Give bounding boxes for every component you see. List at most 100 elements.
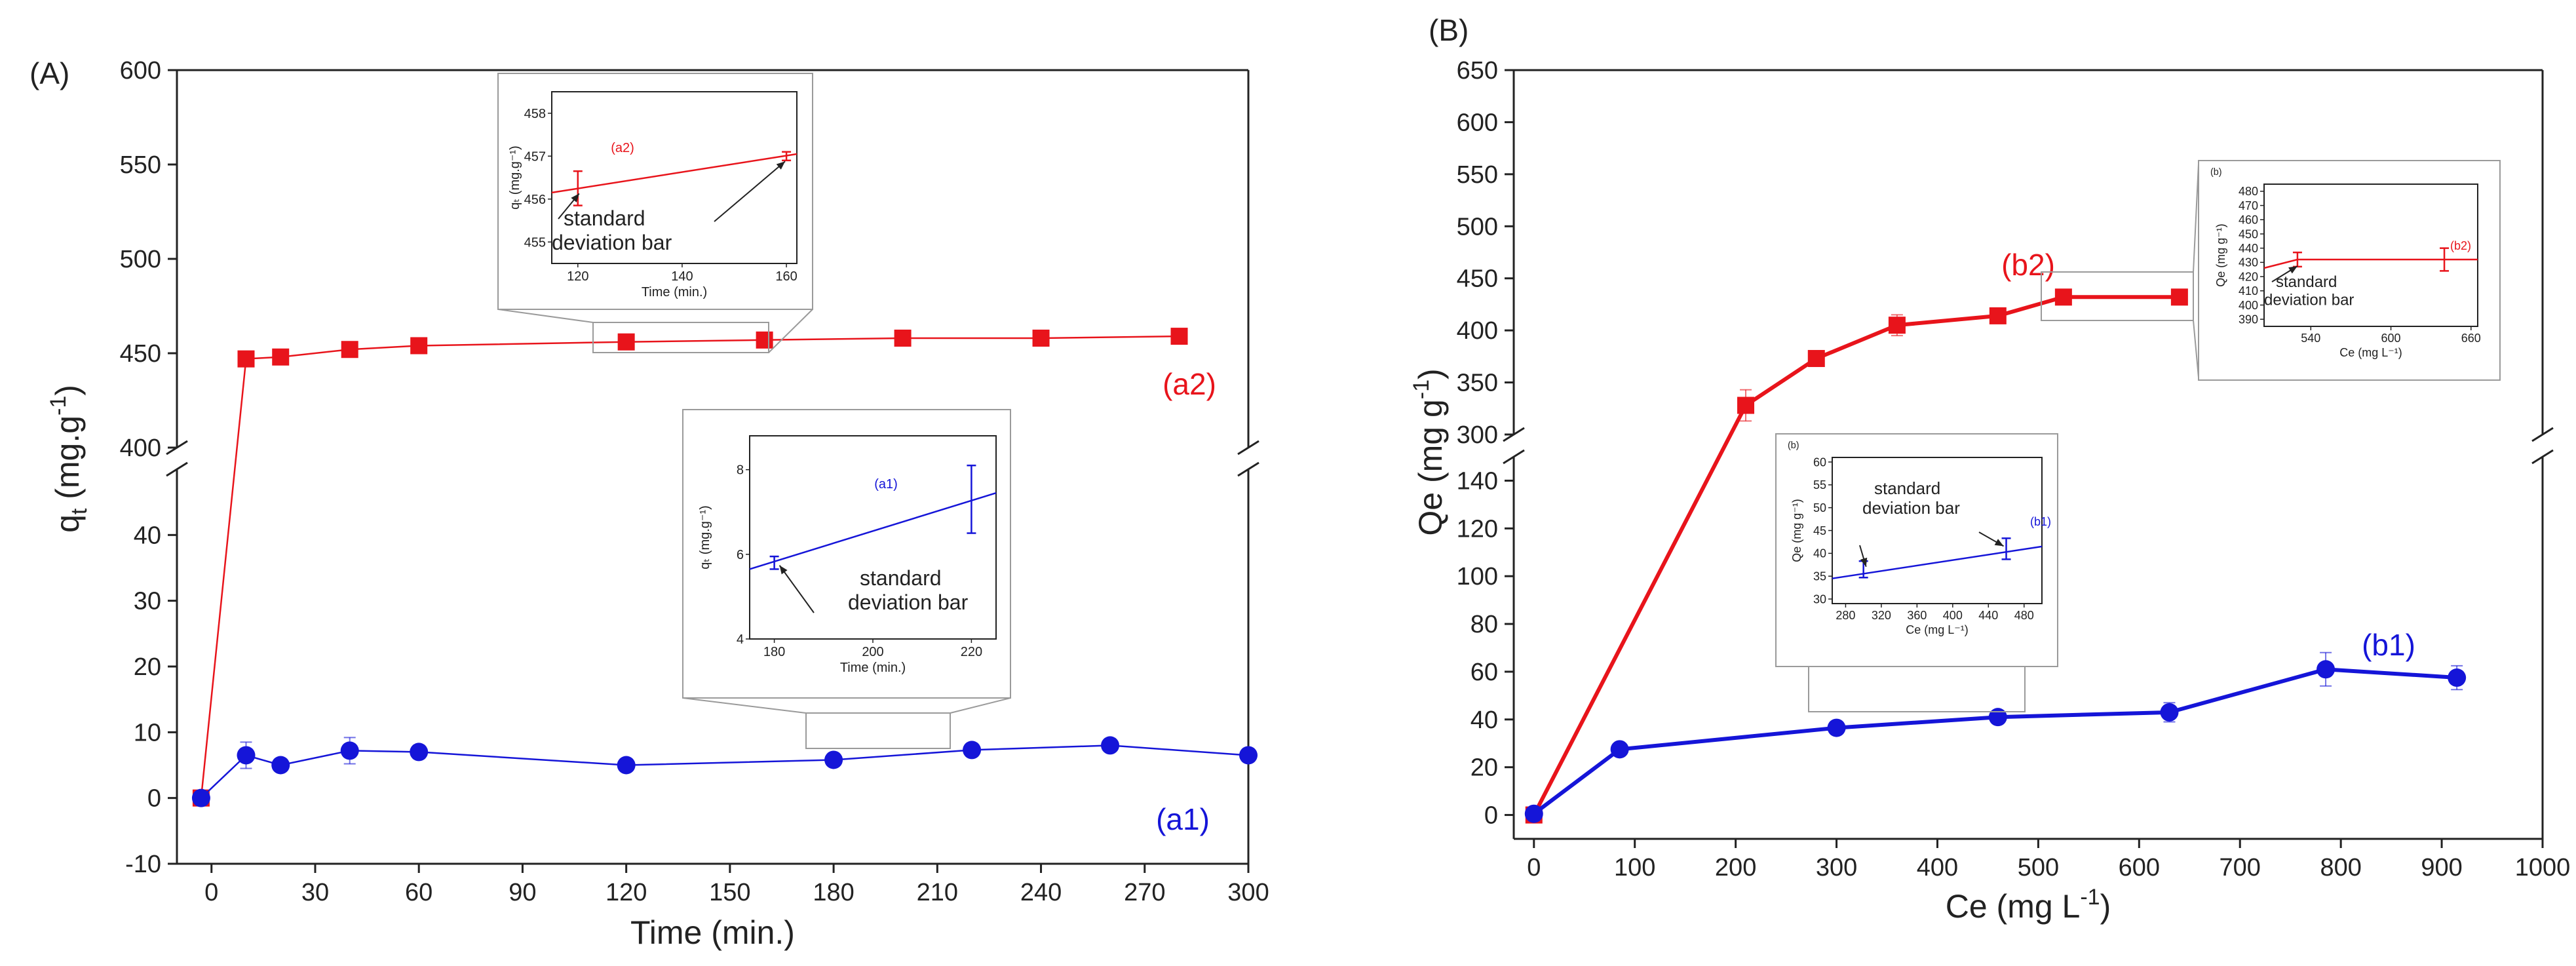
data-point: [1737, 396, 1755, 414]
data-point: [617, 333, 635, 351]
inset-x-tick-label: 120: [567, 269, 588, 284]
annotation-arrow: [779, 565, 815, 613]
data-point: [191, 788, 210, 807]
series-label-b1: (b1): [2362, 628, 2415, 662]
panel-label: (B): [1429, 13, 1469, 47]
y-axis-label: Qe (mg g-1): [1409, 368, 1449, 535]
series-1: [1524, 651, 2467, 823]
inset-y-label: Qe (mg g⁻¹): [1790, 499, 1803, 562]
inset-frame: [682, 409, 1011, 699]
x-tick-label: 120: [606, 879, 647, 906]
inset-y-tick-label: 40: [1813, 547, 1826, 560]
x-tick-label: 700: [2220, 854, 2261, 881]
y-tick-label: 20: [1471, 754, 1498, 782]
y-tick-label: 60: [1471, 659, 1498, 686]
axis-break-mark: [1237, 440, 1259, 455]
data-point: [1827, 718, 1846, 737]
annotation-arrowhead: [1994, 539, 2004, 547]
data-point: [1239, 746, 1258, 765]
zoom-connector: [497, 309, 594, 323]
zoom-connector: [2193, 320, 2199, 378]
inset-x-label: Time (min.): [642, 285, 707, 299]
y-tick-label: 450: [120, 340, 161, 368]
x-tick-label: 270: [1124, 879, 1165, 906]
inset-x-tick-label: 600: [2381, 332, 2401, 345]
y-tick-label: 40: [1471, 706, 1498, 734]
data-point: [272, 348, 290, 366]
annotation-line-1: standard: [860, 566, 942, 590]
x-tick-label: 300: [1816, 854, 1857, 881]
annotation-line-1: standard: [564, 206, 645, 230]
chart-panel-1: 0 100 200 300 400 500 600 700 800 900 1000 0 20 40 60 8…: [1409, 13, 2570, 925]
inset-x-tick-label: 280: [1836, 609, 1855, 622]
y-tick-label: 550: [120, 151, 161, 179]
data-point: [271, 756, 290, 775]
data-point: [824, 750, 843, 769]
data-point: [2054, 288, 2072, 306]
inset-y-label: qₜ (mg.g⁻¹): [508, 145, 522, 210]
inset-y-tick-label: 458: [524, 107, 546, 121]
x-tick-label: 90: [509, 879, 536, 906]
inset-y-tick-label: 4: [737, 632, 744, 647]
inset-x-tick-label: 360: [1907, 609, 1927, 622]
inset-line: [749, 492, 997, 570]
inset-y-tick-label: 55: [1813, 478, 1826, 492]
y-tick-label: 500: [1457, 213, 1498, 241]
inset-y-tick-label: 430: [2239, 256, 2258, 269]
inset-x-tick-label: 440: [1978, 609, 1998, 622]
zoom-connector: [682, 697, 807, 714]
x-tick-label: 0: [1527, 854, 1541, 881]
y-tick-label: 600: [1457, 109, 1498, 136]
inset-series-label: (a2): [611, 141, 634, 155]
inset-y-tick-label: 30: [1813, 592, 1826, 606]
y-label-close: ): [49, 385, 86, 396]
inset-x-tick-label: 140: [671, 269, 693, 284]
x-tick-label: 300: [1227, 879, 1269, 906]
x-tick-label: 100: [1614, 854, 1655, 881]
axis-break-mark: [2531, 449, 2554, 465]
data-point: [2160, 703, 2179, 722]
inset-x-tick-label: 320: [1872, 609, 1891, 622]
zoom-region: [805, 712, 951, 749]
y-tick-label: 400: [120, 435, 161, 462]
x-tick-label: 0: [204, 879, 218, 906]
x-tick-label: 900: [2421, 854, 2462, 881]
inset-a2: 120 140 160 455 456 457 458 Time (min.) qₜ (mg.g…: [497, 73, 813, 353]
y-label-close: ): [1412, 368, 1449, 379]
inset-x-tick-label: 660: [2461, 332, 2481, 345]
data-point: [410, 743, 429, 762]
inset-series-label: (a1): [874, 477, 898, 492]
data-point: [410, 337, 428, 355]
y-tick-label: 450: [1457, 265, 1498, 293]
annotation-line-1: standard: [1874, 478, 1940, 498]
y-tick-label: 0: [147, 785, 161, 813]
y-label-main: q: [49, 514, 86, 533]
annotation-arrowhead: [779, 565, 788, 575]
inset-y-tick-label: 480: [2239, 185, 2258, 198]
inset-series-label: (b2): [2450, 239, 2471, 252]
x-tick-label: 210: [917, 879, 958, 906]
inset-y-tick-label: 50: [1813, 501, 1826, 514]
inset-y-tick-label: 8: [737, 463, 744, 478]
annotation-arrowhead: [2288, 266, 2297, 274]
x-tick-label: 500: [2018, 854, 2059, 881]
panel-label: (A): [29, 56, 69, 90]
inset-x-tick-label: 540: [2301, 332, 2320, 345]
y-tick-label: 500: [120, 246, 161, 273]
y-label-unit: (mg.g: [49, 415, 86, 509]
axis-break-mark: [1503, 449, 1525, 465]
inset-x-label: Time (min.): [840, 661, 906, 675]
series-1: [191, 736, 1258, 807]
y-label-sub: t: [67, 508, 92, 514]
x-tick-label: 30: [301, 879, 329, 906]
series-0: [192, 328, 1188, 807]
axis-break-mark: [2531, 427, 2554, 442]
y-label-exp: -1: [46, 396, 71, 415]
data-point: [963, 741, 982, 760]
y-tick-label: 120: [1457, 515, 1498, 543]
y-tick-label: 550: [1457, 161, 1498, 189]
inset-y-tick-label: 420: [2239, 270, 2258, 283]
y-tick-label: 30: [134, 588, 161, 615]
annotation-line-2: deviation bar: [1862, 498, 1960, 518]
